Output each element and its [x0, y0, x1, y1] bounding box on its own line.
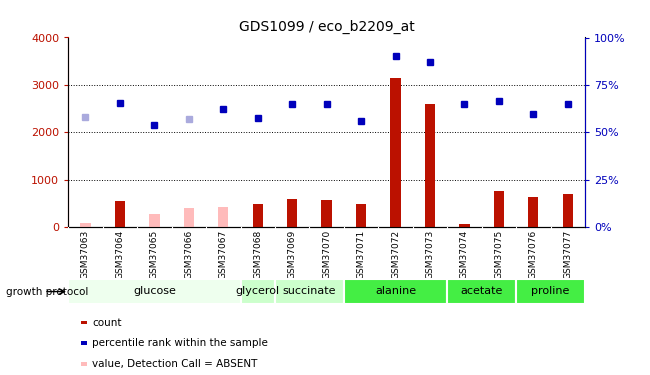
Bar [425, 104, 435, 227]
Bar [275, 279, 344, 304]
Bar [184, 209, 194, 227]
Bar [344, 279, 447, 304]
Text: percentile rank within the sample: percentile rank within the sample [92, 338, 268, 348]
Text: GSM37074: GSM37074 [460, 230, 469, 279]
Bar [528, 196, 538, 227]
Bar [68, 279, 240, 304]
Text: GSM37065: GSM37065 [150, 230, 159, 279]
Text: count: count [92, 318, 122, 327]
Bar [356, 204, 366, 227]
Bar [240, 279, 275, 304]
Text: glycerol: glycerol [236, 286, 280, 296]
Text: GSM37066: GSM37066 [185, 230, 193, 279]
Bar [447, 279, 516, 304]
Text: succinate: succinate [283, 286, 336, 296]
Bar [516, 279, 585, 304]
Bar [218, 207, 228, 227]
Text: value, Detection Call = ABSENT: value, Detection Call = ABSENT [92, 359, 257, 369]
Text: acetate: acetate [460, 286, 503, 296]
Bar [115, 201, 125, 227]
Bar [494, 191, 504, 227]
Bar [322, 200, 332, 227]
Text: proline: proline [531, 286, 570, 296]
Text: growth protocol: growth protocol [6, 286, 89, 297]
Text: GSM37064: GSM37064 [116, 230, 124, 279]
Bar [563, 194, 573, 227]
Bar [287, 199, 297, 227]
Text: GSM37063: GSM37063 [81, 230, 90, 279]
Bar [81, 223, 90, 227]
Text: GSM37070: GSM37070 [322, 230, 331, 279]
Bar [150, 214, 159, 227]
Text: GSM37067: GSM37067 [219, 230, 227, 279]
Bar [253, 204, 263, 227]
Text: GSM37075: GSM37075 [495, 230, 503, 279]
Text: GSM37076: GSM37076 [529, 230, 538, 279]
Bar [391, 78, 400, 227]
Text: glucose: glucose [133, 286, 176, 296]
Text: alanine: alanine [375, 286, 416, 296]
Text: GSM37068: GSM37068 [254, 230, 262, 279]
Text: GSM37071: GSM37071 [357, 230, 365, 279]
Text: GSM37069: GSM37069 [288, 230, 296, 279]
Text: GSM37077: GSM37077 [564, 230, 572, 279]
Bar [460, 224, 469, 227]
Text: GSM37072: GSM37072 [391, 230, 400, 279]
Text: GSM37073: GSM37073 [426, 230, 434, 279]
Title: GDS1099 / eco_b2209_at: GDS1099 / eco_b2209_at [239, 20, 415, 34]
